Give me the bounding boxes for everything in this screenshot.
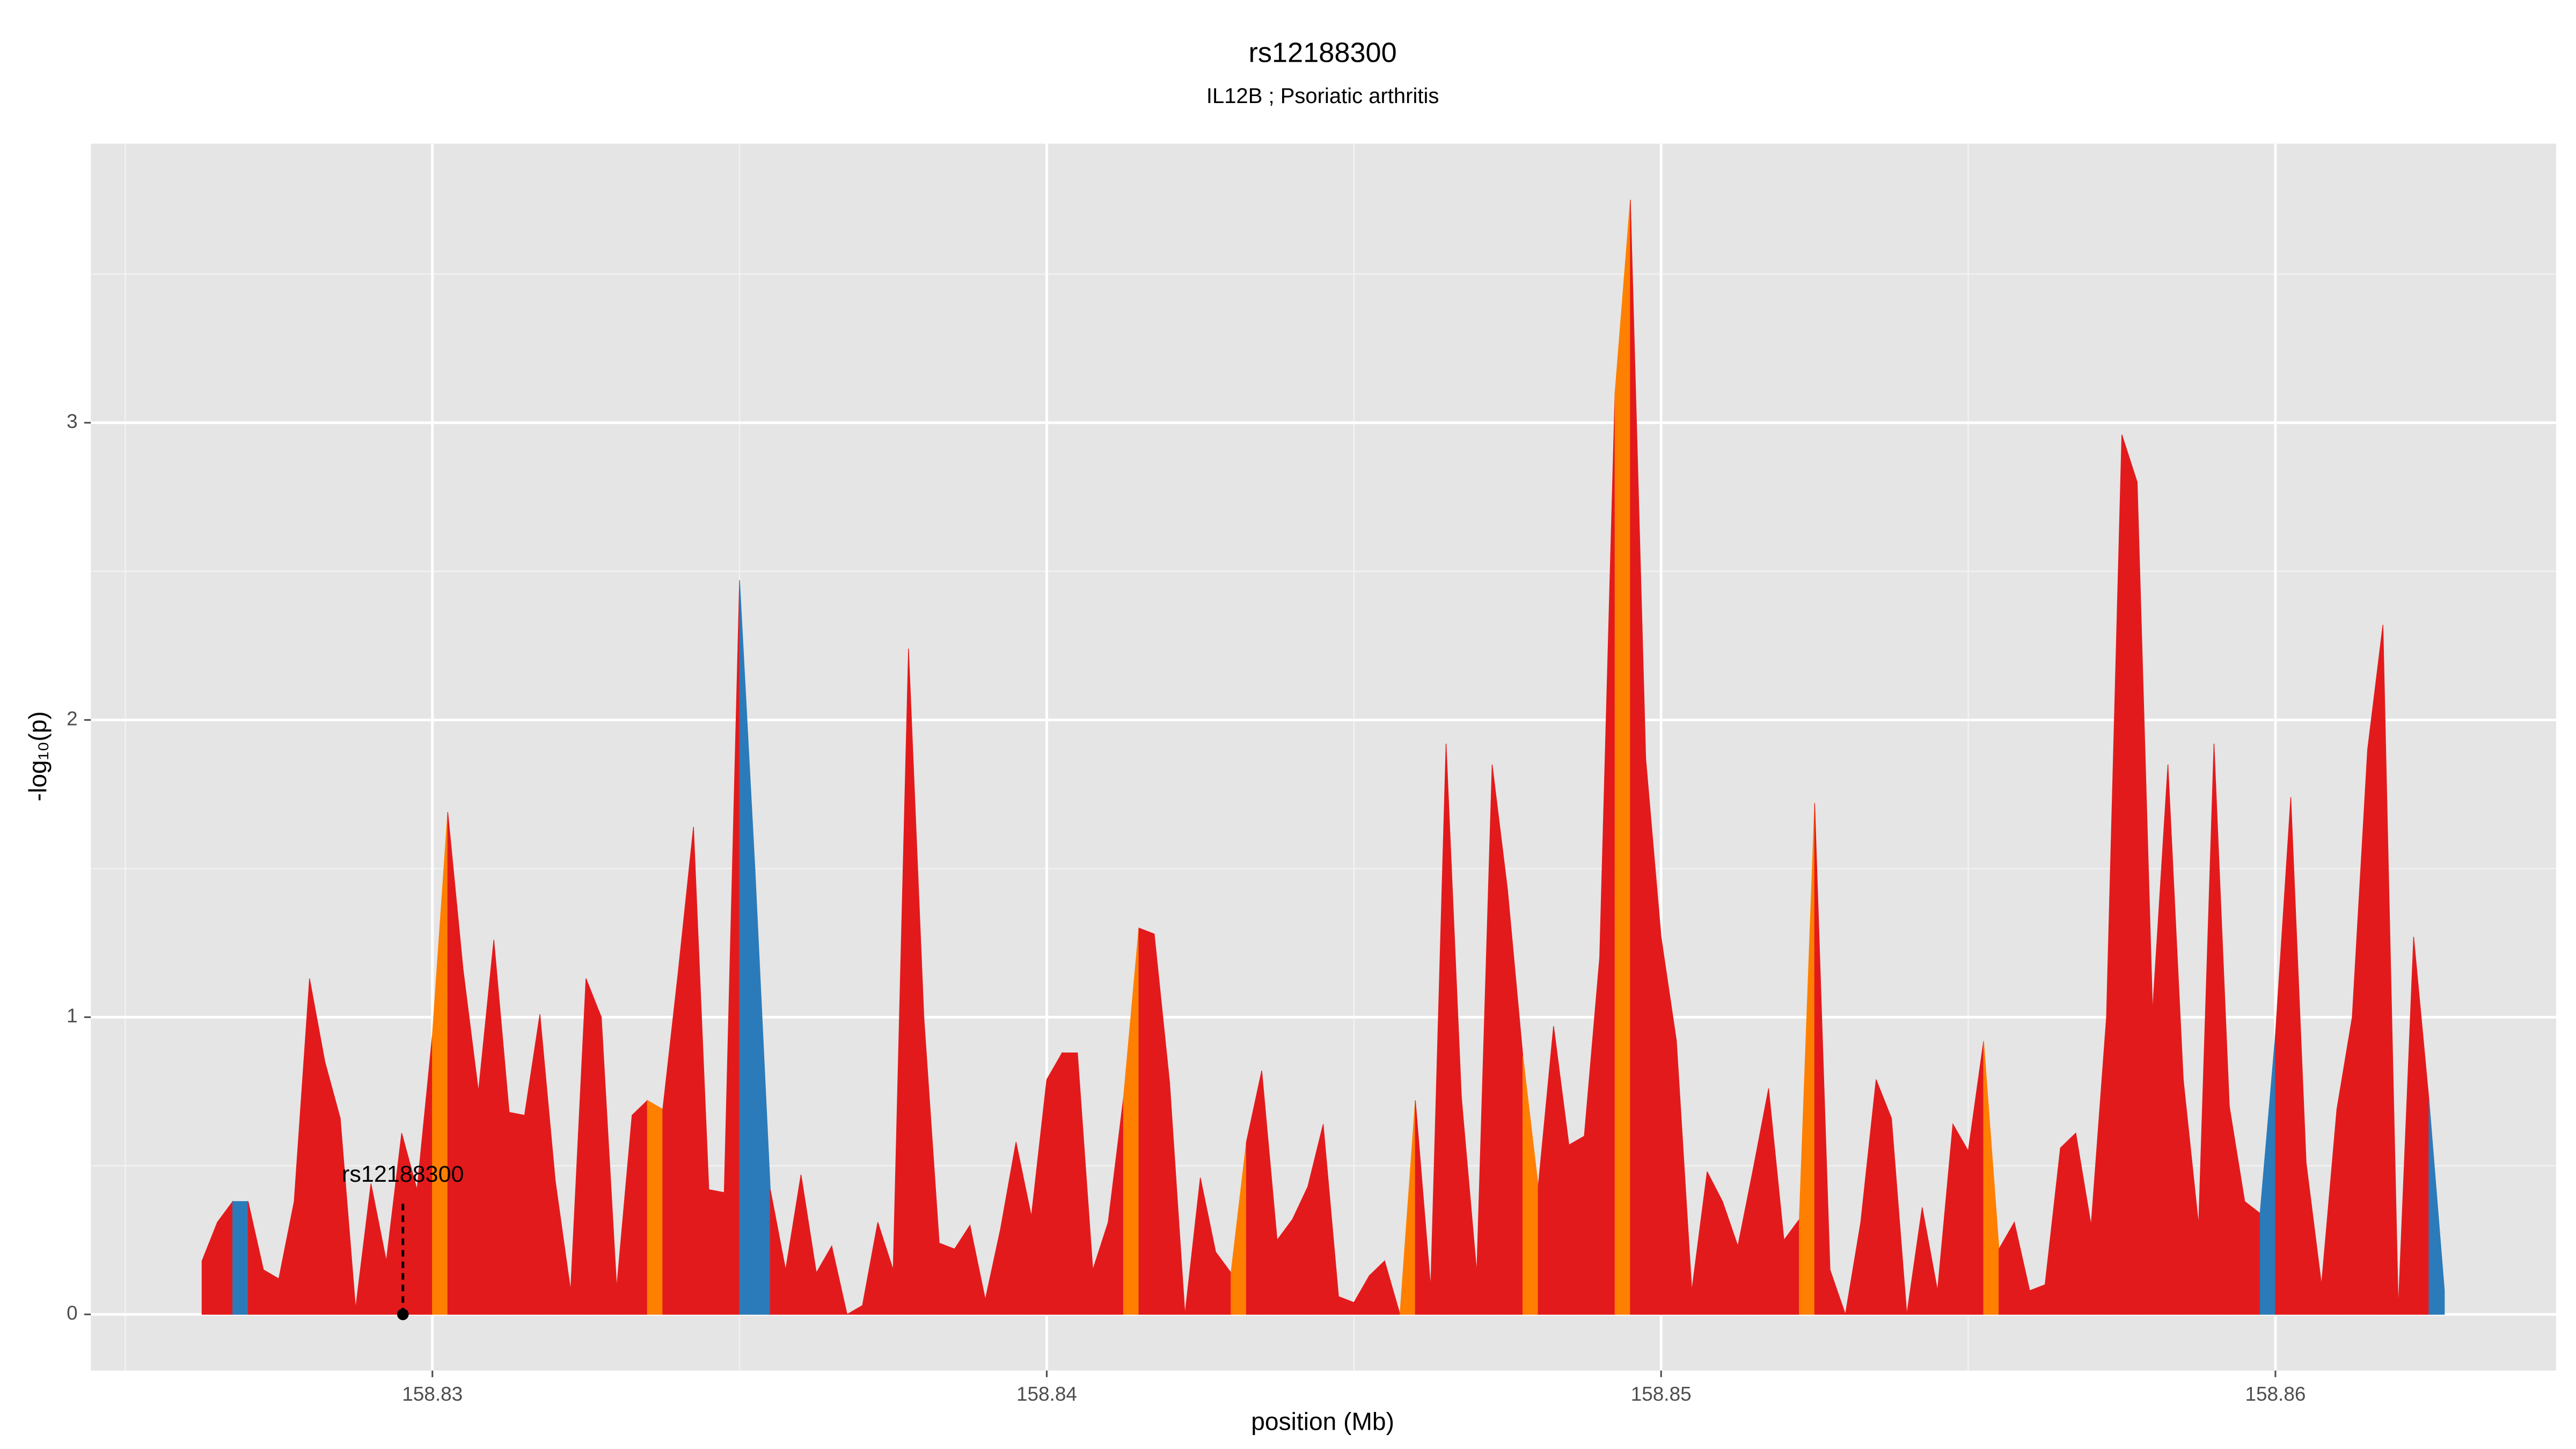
area-segment: [509, 1111, 525, 1315]
y-tick-label: 1: [67, 1005, 78, 1027]
area-segment: [647, 1100, 663, 1315]
area-segment: [831, 1246, 848, 1315]
x-tick-label: 158.84: [1016, 1383, 1077, 1405]
chart-title: rs12188300: [1248, 37, 1396, 68]
y-axis-label: -log₁₀(p): [24, 711, 52, 801]
area-segment: [1138, 927, 1155, 1315]
area-segment: [2121, 434, 2138, 1315]
area-segment: [2060, 1132, 2076, 1315]
area-segment: [1876, 1079, 1892, 1315]
y-tick-label: 3: [67, 410, 78, 432]
area-segment: [1614, 200, 1631, 1315]
area-segment: [1829, 1269, 1846, 1315]
area-segment: [1062, 1052, 1078, 1315]
area-segment: [708, 1189, 725, 1315]
x-tick-label: 158.83: [402, 1383, 463, 1405]
area-segment: [2367, 625, 2383, 1315]
area-segment: [1952, 1123, 1969, 1315]
area-segment: [1046, 1051, 1063, 1315]
x-tick-label: 158.86: [2245, 1383, 2306, 1405]
x-axis-label: position (Mb): [1251, 1407, 1394, 1435]
area-segment: [586, 978, 602, 1315]
chart-subtitle: IL12B ; Psoriatic arthritis: [1206, 84, 1439, 108]
area-segment: [939, 1242, 955, 1315]
area-segment: [1384, 1261, 1401, 1315]
area-segment: [1568, 1135, 1585, 1315]
area-segment: [632, 1099, 648, 1315]
area-segment: [1891, 1118, 1907, 1315]
y-tick-label: 2: [67, 707, 78, 729]
area-segment: [1169, 1082, 1185, 1315]
annotation-label: rs12188300: [342, 1161, 464, 1187]
area-segment: [2428, 1100, 2445, 1315]
area-segment: [232, 1201, 248, 1315]
y-tick-label: 0: [67, 1302, 78, 1324]
area-segment: [2244, 1201, 2260, 1315]
x-tick-label: 158.85: [1631, 1383, 1692, 1405]
annotation-point: [397, 1308, 409, 1320]
